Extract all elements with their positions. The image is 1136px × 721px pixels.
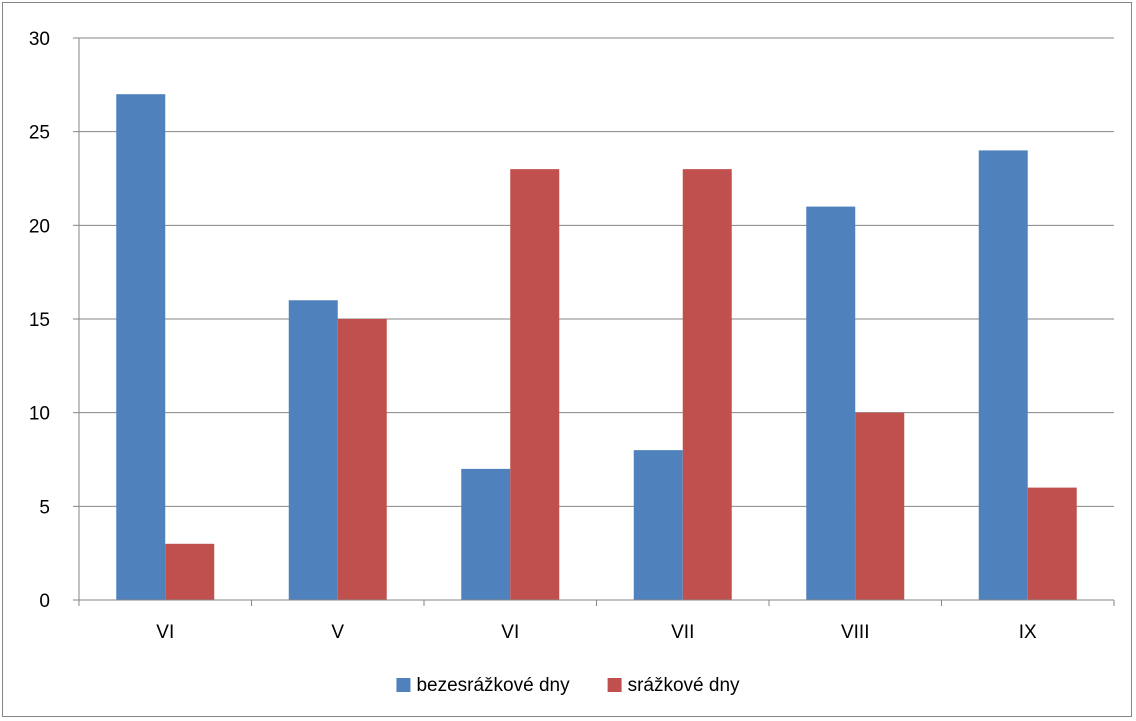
legend-label-1: srážkové dny — [628, 675, 740, 696]
bar-srazkove-4 — [855, 412, 905, 600]
legend: bezesrážkové dny srážkové dny — [396, 675, 740, 696]
bar-bezesrazkove-3 — [633, 450, 683, 600]
y-tick-label: 10 — [29, 404, 50, 425]
bar-srazkove-3 — [682, 169, 732, 600]
axes — [73, 37, 1115, 606]
bars — [116, 94, 1077, 600]
y-tick-label: 5 — [39, 497, 50, 518]
bar-srazkove-1 — [337, 319, 387, 600]
x-tick-label: VII — [671, 622, 694, 643]
bar-srazkove-5 — [1027, 487, 1077, 600]
y-tick-label: 25 — [29, 123, 50, 144]
y-tick-label: 0 — [39, 591, 50, 612]
bar-bezesrazkove-5 — [978, 150, 1028, 600]
bar-bezesrazkove-2 — [461, 468, 511, 600]
legend-swatch-0 — [396, 678, 411, 692]
legend-swatch-1 — [607, 678, 622, 692]
x-tick-label: VIII — [841, 622, 870, 643]
x-tick-label: V — [331, 622, 344, 643]
x-tick-label: VI — [156, 622, 174, 643]
gridlines — [79, 37, 1114, 507]
bar-bezesrazkove-1 — [288, 300, 338, 600]
tick-labels: 0 5 10 15 20 25 30 VI V VI VII VIII IX — [29, 29, 1037, 643]
bar-srazkove-0 — [165, 543, 215, 600]
y-tick-label: 15 — [29, 310, 50, 331]
bar-srazkove-2 — [510, 169, 560, 600]
x-tick-label: IX — [1019, 622, 1037, 643]
y-tick-label: 20 — [29, 216, 50, 237]
x-tick-label: VI — [501, 622, 519, 643]
legend-label-0: bezesrážkové dny — [416, 675, 570, 696]
bar-bezesrazkove-4 — [806, 206, 856, 600]
bar-bezesrazkove-0 — [116, 94, 166, 600]
y-tick-label: 30 — [29, 29, 50, 50]
